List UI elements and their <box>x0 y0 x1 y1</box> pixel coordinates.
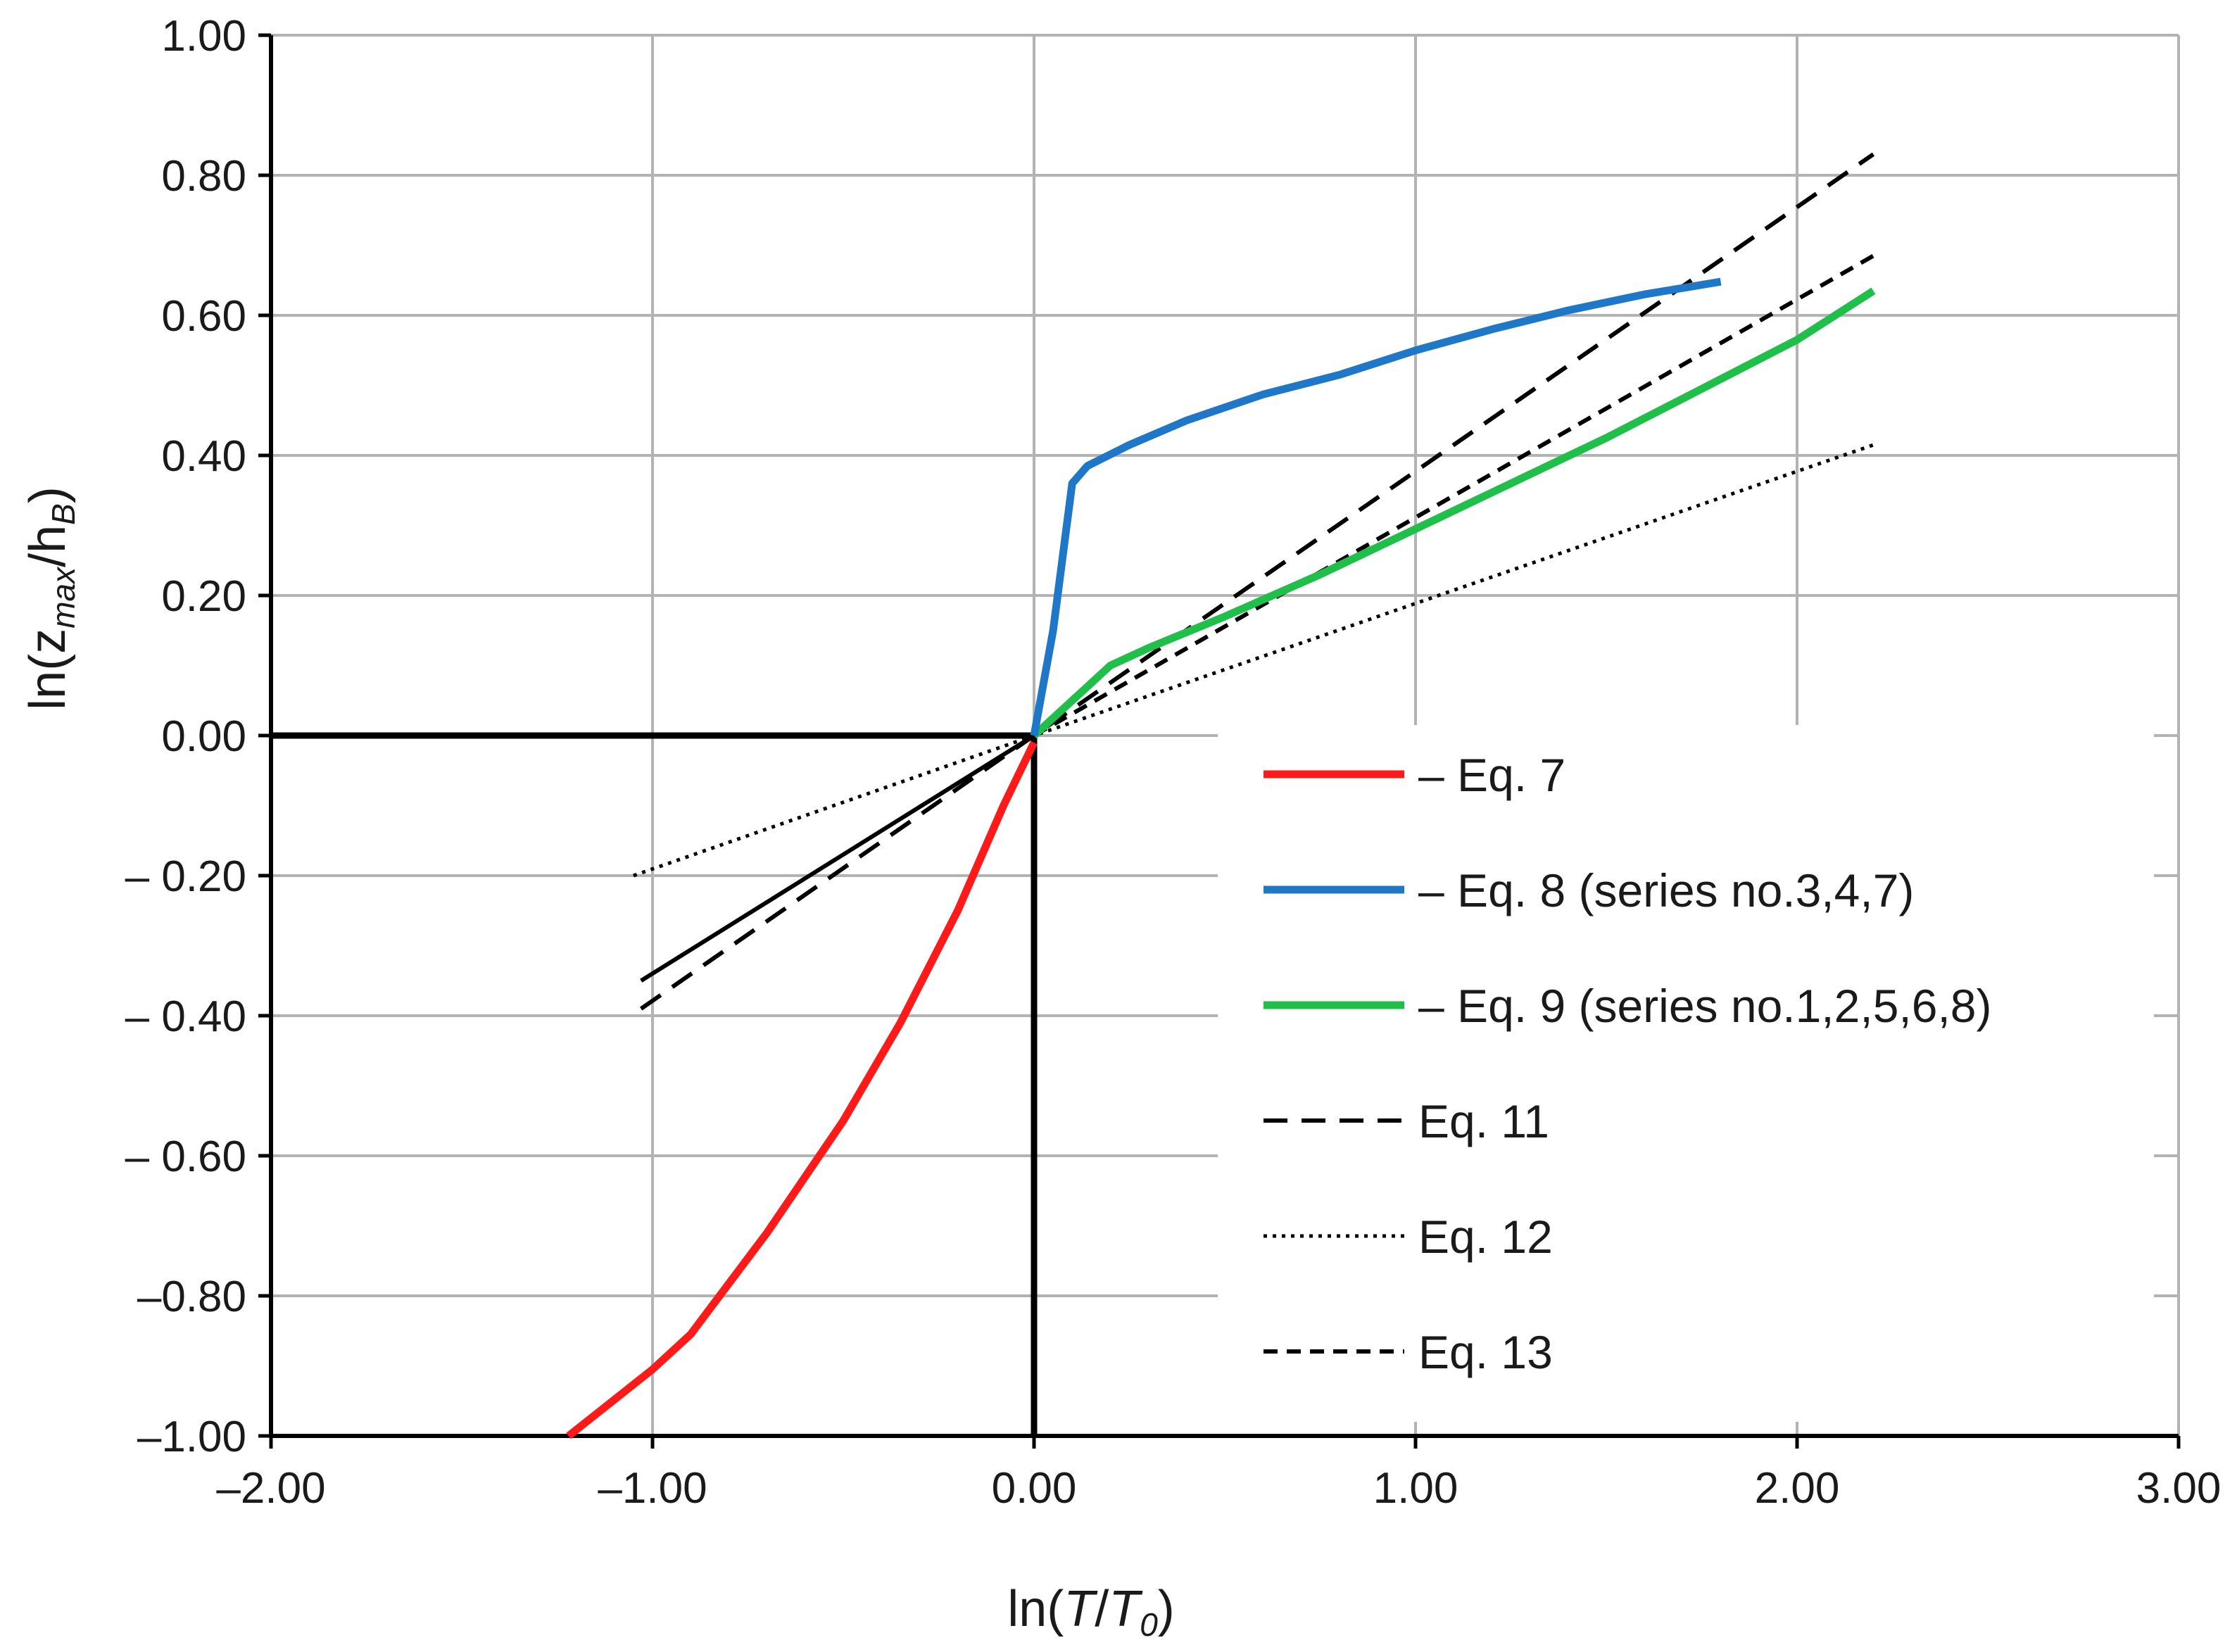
x-axis-title: ln(T/T0) <box>1007 1581 1175 1643</box>
x-axis-title-var2: T <box>1109 1581 1143 1637</box>
legend-label: – Eq. 7 <box>1418 749 1565 801</box>
y-axis-title: ln(zmax/hB) <box>20 486 82 710</box>
y-axis-title-slash: /h <box>20 525 76 567</box>
x-axis-title-suffix: ) <box>1158 1581 1175 1637</box>
legend-label: Eq. 12 <box>1418 1211 1553 1263</box>
y-tick-label: –1.00 <box>137 1413 246 1461</box>
y-tick-label: – 0.40 <box>125 992 246 1041</box>
x-tick-label: 0.00 <box>992 1464 1077 1513</box>
y-tick-label: 0.60 <box>161 292 246 341</box>
x-axis-title-slash: / <box>1095 1581 1109 1637</box>
legend: – Eq. 7 – Eq. 8 (series no.3,4,7) – Eq. 9 … <box>1218 725 2154 1422</box>
y-tick-label: 0.40 <box>161 432 246 481</box>
legend-background <box>1218 725 2154 1422</box>
x-tick-label: 3.00 <box>2136 1464 2222 1513</box>
y-tick-label: – 0.60 <box>125 1133 246 1181</box>
y-tick-label: 0.00 <box>161 712 246 761</box>
series-line-eq-13 <box>1033 253 1874 738</box>
series-line-eq-9-series-no-1-2-5-6-8 <box>1031 287 1876 739</box>
y-tick-label: 0.20 <box>161 572 246 621</box>
legend-label: – Eq. 9 (series no.1,2,5,6,8) <box>1418 980 1991 1032</box>
y-axis-title-prefix: ln(z <box>20 629 76 710</box>
legend-label: Eq. 13 <box>1418 1326 1553 1378</box>
x-axis-title-sub: 0 <box>1140 1606 1158 1643</box>
tick-labels: –2.00 –1.00 0.00 1.00 2.00 3.001.000.800.600.… <box>125 12 2222 1513</box>
series-lines <box>566 152 1876 1439</box>
axes <box>258 33 2181 1449</box>
x-tick-label: –1.00 <box>598 1464 707 1513</box>
y-tick-label: 0.80 <box>161 152 246 201</box>
legend-label: Eq. 11 <box>1418 1095 1549 1147</box>
x-tick-label: 2.00 <box>1755 1464 1840 1513</box>
series-line-eq-7 <box>566 740 1038 1439</box>
y-axis-title-sub1: max <box>45 566 82 629</box>
x-axis-title-var1: T <box>1064 1581 1098 1637</box>
series-line-eq-8-series-no-3-4-7 <box>1030 277 1722 736</box>
series-line-unlabeled <box>640 733 1035 983</box>
x-tick-label: –2.00 <box>216 1464 325 1513</box>
y-axis-title-suffix: ) <box>20 486 76 503</box>
x-tick-label: 1.00 <box>1373 1464 1458 1513</box>
y-tick-label: 1.00 <box>161 12 246 61</box>
legend-label: – Eq. 8 (series no.3,4,7) <box>1418 864 1914 916</box>
y-tick-label: –0.80 <box>137 1273 246 1321</box>
y-axis-title-sub2: B <box>45 503 82 525</box>
x-axis-title-prefix: ln( <box>1007 1581 1064 1637</box>
y-tick-label: – 0.20 <box>125 852 246 901</box>
